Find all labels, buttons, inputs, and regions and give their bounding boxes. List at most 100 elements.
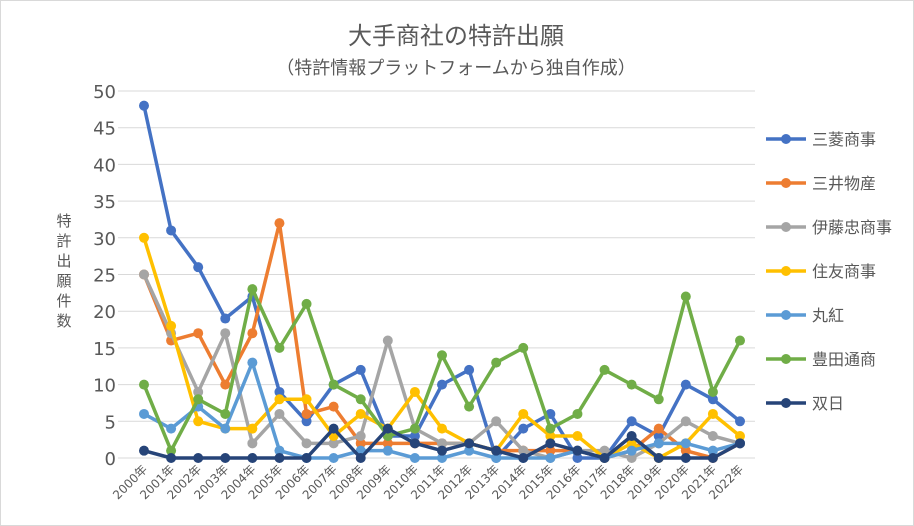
data-point — [653, 394, 664, 405]
data-point — [626, 416, 637, 427]
legend-item: 三井物産 — [766, 174, 876, 193]
data-point — [328, 379, 339, 390]
data-point — [626, 445, 637, 456]
data-point — [707, 445, 718, 456]
data-point — [409, 453, 420, 463]
legend-item: 伊藤忠商事 — [766, 218, 892, 237]
data-point — [409, 423, 420, 434]
data-point — [355, 394, 366, 405]
data-point — [464, 401, 475, 412]
data-point — [572, 408, 583, 419]
legend-marker — [781, 134, 791, 144]
data-point — [545, 453, 556, 463]
legend-label: 三井物産 — [812, 174, 876, 193]
legend-marker — [781, 354, 791, 364]
data-point — [735, 335, 745, 346]
data-point — [437, 350, 447, 361]
data-point — [274, 218, 285, 229]
data-point — [220, 313, 231, 324]
data-point — [680, 453, 691, 463]
legend-item: 三菱商事 — [766, 130, 876, 149]
data-point — [545, 445, 556, 456]
data-point — [626, 453, 637, 463]
y-tick-label: 50 — [93, 82, 116, 103]
data-point — [735, 416, 745, 427]
data-point — [247, 284, 258, 295]
data-point — [707, 453, 718, 463]
data-point — [139, 100, 149, 111]
legend-marker — [781, 178, 791, 188]
data-point — [328, 453, 339, 463]
data-point — [193, 328, 204, 339]
data-point — [382, 445, 393, 456]
data-point — [193, 386, 204, 397]
legend-label: 三菱商事 — [812, 130, 876, 149]
y-axis-label-char: 許 — [56, 232, 71, 250]
data-point — [437, 453, 447, 463]
data-point — [193, 394, 204, 405]
series-5 — [139, 284, 745, 456]
data-point — [518, 445, 529, 456]
data-point — [680, 445, 691, 456]
data-point — [274, 408, 285, 419]
y-tick-label: 5 — [105, 412, 116, 433]
y-tick-label: 0 — [105, 449, 116, 470]
y-tick-label: 45 — [93, 119, 116, 140]
y-tick-label: 30 — [93, 229, 116, 250]
data-point — [437, 423, 447, 434]
series-lines — [139, 100, 745, 463]
chart-subtitle: （特許情報プラットフォームから独自作成） — [276, 58, 635, 79]
legend-item: 双日 — [766, 394, 844, 413]
data-point — [328, 423, 339, 434]
data-point — [139, 232, 149, 243]
data-point — [518, 408, 529, 419]
legend-label: 住友商事 — [812, 262, 876, 281]
data-point — [653, 453, 664, 463]
data-point — [247, 328, 258, 339]
data-point — [355, 430, 366, 441]
data-point — [599, 445, 610, 456]
data-point — [247, 423, 258, 434]
data-point — [653, 430, 664, 441]
data-point — [382, 438, 393, 449]
data-point — [707, 386, 718, 397]
y-axis-label-char: 特 — [56, 212, 71, 230]
y-tick-label: 20 — [93, 302, 116, 323]
data-point — [518, 453, 529, 463]
data-point — [247, 438, 258, 449]
data-point — [707, 408, 718, 419]
legend-marker — [781, 310, 791, 320]
data-point — [301, 453, 312, 463]
legend-marker — [781, 398, 791, 408]
data-point — [491, 445, 502, 456]
y-axis-ticks: 0 5 10 15 20 25 30 35 40 45 50 — [93, 82, 116, 470]
y-tick-label: 15 — [93, 339, 116, 360]
x-axis-ticks: 2000年2001年2002年2003年2004年2005年2006年2007年… — [110, 462, 746, 502]
data-point — [193, 453, 204, 463]
series-line — [142, 221, 742, 460]
data-point — [491, 453, 502, 463]
data-point — [301, 298, 312, 309]
legend-label: 豊田通商 — [812, 350, 876, 369]
data-point — [409, 438, 420, 449]
data-point — [545, 430, 556, 441]
data-point — [166, 225, 177, 236]
data-point — [139, 408, 149, 419]
data-point — [382, 335, 393, 346]
data-point — [518, 342, 529, 353]
data-point — [139, 379, 149, 390]
data-point — [247, 357, 258, 368]
data-point — [274, 394, 285, 405]
data-point — [166, 453, 177, 463]
legend-item: 住友商事 — [766, 262, 876, 281]
data-point — [220, 379, 231, 390]
data-point — [193, 262, 204, 273]
data-point — [301, 394, 312, 405]
data-point — [247, 453, 258, 463]
data-point — [707, 394, 718, 405]
data-point — [464, 438, 475, 449]
y-axis-label-char: 願 — [56, 272, 71, 290]
data-point — [735, 430, 745, 441]
data-point — [301, 438, 312, 449]
